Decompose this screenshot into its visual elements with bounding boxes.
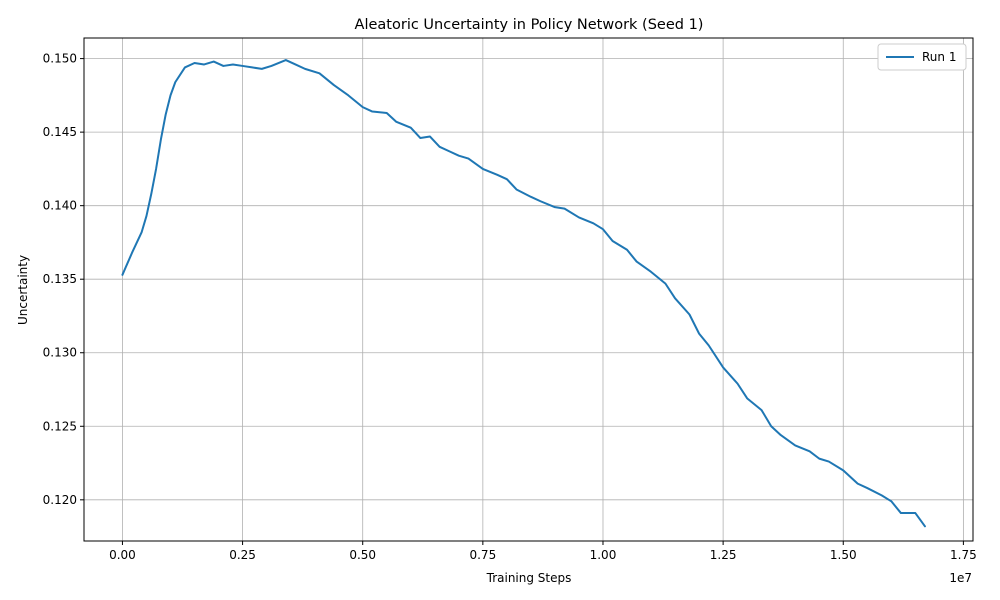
y-axis: 0.120 0.125 0.130 0.135 0.140 0.145 0.150 <box>43 52 84 507</box>
series-layer <box>121 59 926 528</box>
x-tick-label: 0.75 <box>469 548 496 562</box>
y-tick-label: 0.145 <box>43 125 77 139</box>
y-tick-label: 0.140 <box>43 199 77 213</box>
legend: Run 1 <box>877 43 967 71</box>
x-axis-label: Training Steps <box>486 571 572 585</box>
y-tick-label: 0.125 <box>43 419 77 433</box>
x-tick-label: 1.00 <box>590 548 617 562</box>
legend-label-run-1: Run 1 <box>922 50 956 64</box>
y-tick-label: 0.120 <box>43 493 77 507</box>
y-tick-label: 0.150 <box>43 52 77 66</box>
chart-title: Aleatoric Uncertainty in Policy Network … <box>355 17 704 33</box>
legend-box <box>877 43 967 71</box>
x-tick-label: 1.75 <box>950 548 977 562</box>
x-tick-label: 0.25 <box>229 548 256 562</box>
y-tick-label: 0.135 <box>43 272 77 286</box>
series-line-run-1 <box>121 59 926 528</box>
x-tick-label: 1.50 <box>830 548 857 562</box>
x-tick-label: 1.25 <box>710 548 737 562</box>
x-tick-label: 0.00 <box>109 548 136 562</box>
x-tick-label: 0.50 <box>349 548 376 562</box>
y-axis-label: Uncertainty <box>16 255 30 325</box>
x-axis-offset-label: 1e7 <box>949 571 972 585</box>
grid <box>84 38 973 541</box>
x-axis: 0.00 0.25 0.50 0.75 1.00 1.25 1.50 1.75 <box>109 541 977 562</box>
plot-frame <box>83 37 974 542</box>
y-tick-label: 0.130 <box>43 346 77 360</box>
